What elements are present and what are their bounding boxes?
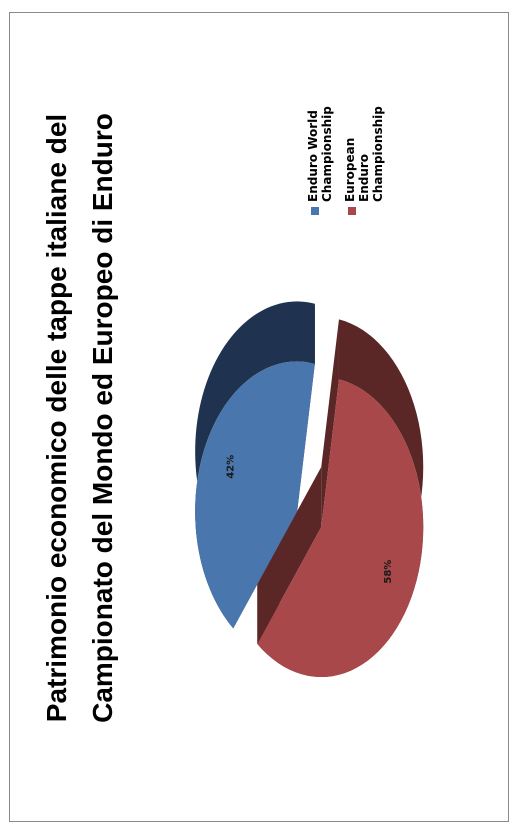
pie-cut-face-european bbox=[321, 319, 339, 528]
legend-label-world: Enduro World Championship bbox=[306, 106, 334, 202]
data-label-world: 42% bbox=[225, 455, 236, 479]
legend-swatch-world bbox=[311, 207, 319, 215]
legend-label-european: European Enduro Championship bbox=[343, 106, 385, 202]
legend-swatch-european bbox=[348, 207, 356, 215]
pie-cut-face-european bbox=[257, 467, 322, 644]
pie-side-world bbox=[195, 301, 315, 629]
pie-slice-world bbox=[195, 361, 315, 629]
chart-rotated-canvas: Patrimonio economico delle tappe italian… bbox=[10, 13, 510, 823]
chart-frame: Patrimonio economico delle tappe italian… bbox=[9, 12, 509, 822]
chart-legend: Enduro World Championship European Endur… bbox=[306, 25, 394, 215]
pie-plot: 58% 42% bbox=[195, 301, 424, 678]
pie-slice-european bbox=[257, 379, 424, 678]
legend-item-european: European Enduro Championship bbox=[343, 25, 385, 215]
legend-item-world: Enduro World Championship bbox=[306, 25, 334, 215]
data-label-european: 58% bbox=[383, 560, 394, 584]
